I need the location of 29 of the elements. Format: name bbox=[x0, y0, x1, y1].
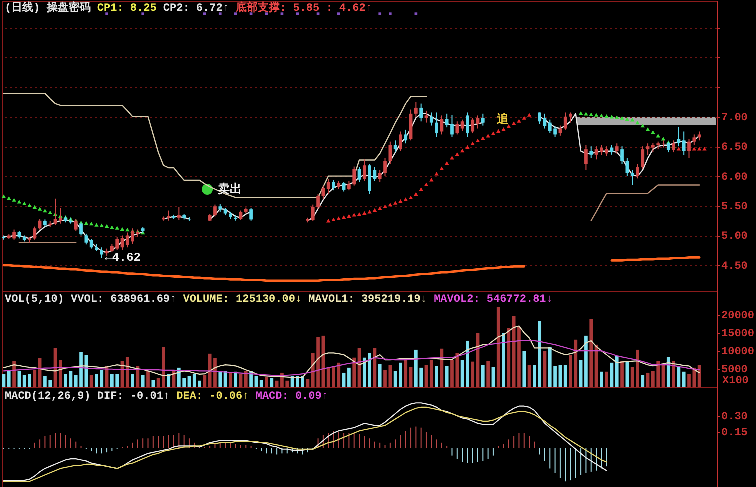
y-tick-label: 5.00 bbox=[722, 231, 748, 244]
annotation: CP1: 8.25 bbox=[97, 3, 158, 15]
annotation: 追 bbox=[496, 112, 510, 127]
y-tick-label: 5000 bbox=[722, 364, 748, 377]
y-tick-label: 0.15 bbox=[722, 428, 748, 440]
annotation: MAVOL1: 395219.19↓ bbox=[308, 294, 428, 306]
annotation: DIF: -0.01↑ bbox=[97, 391, 170, 403]
y-tick-label: 15000 bbox=[722, 328, 755, 341]
y-tick-label: 0.30 bbox=[722, 412, 748, 424]
chart-title: VOL(5,10) bbox=[5, 294, 64, 306]
y-axis-title: X100 bbox=[722, 376, 749, 388]
annotation: ←4.62 bbox=[105, 251, 142, 265]
annotation: MAVOL2: 546772.81↓ bbox=[434, 294, 553, 306]
y-tick-label: 6.00 bbox=[722, 172, 748, 184]
y-tick-label: 5.50 bbox=[722, 202, 748, 214]
annotation: 卖出 bbox=[218, 182, 242, 197]
y-tick-label: 7.00 bbox=[722, 112, 748, 124]
annotation: MACD: 0.09↑ bbox=[256, 391, 328, 403]
y-tick-label: 20000 bbox=[722, 310, 755, 323]
annotation: DEA: -0.06↑ bbox=[176, 391, 250, 403]
chart-title: MACD(12,26,9) bbox=[5, 391, 91, 403]
y-tick-label: 4.50 bbox=[722, 260, 748, 273]
annotation: CP2: 6.72↑ bbox=[163, 3, 230, 15]
annotation: VVOL: 638961.69↑ bbox=[71, 294, 177, 306]
annotation: 底部支撑: 5.85 : 4.62↑ bbox=[235, 1, 372, 15]
annotation: VOLUME: 125130.00↓ bbox=[183, 294, 302, 306]
y-tick-label: 10000 bbox=[722, 346, 755, 359]
chart-title: (日线) 操盘密码 bbox=[5, 1, 91, 15]
y-tick-label: 6.50 bbox=[722, 142, 748, 154]
